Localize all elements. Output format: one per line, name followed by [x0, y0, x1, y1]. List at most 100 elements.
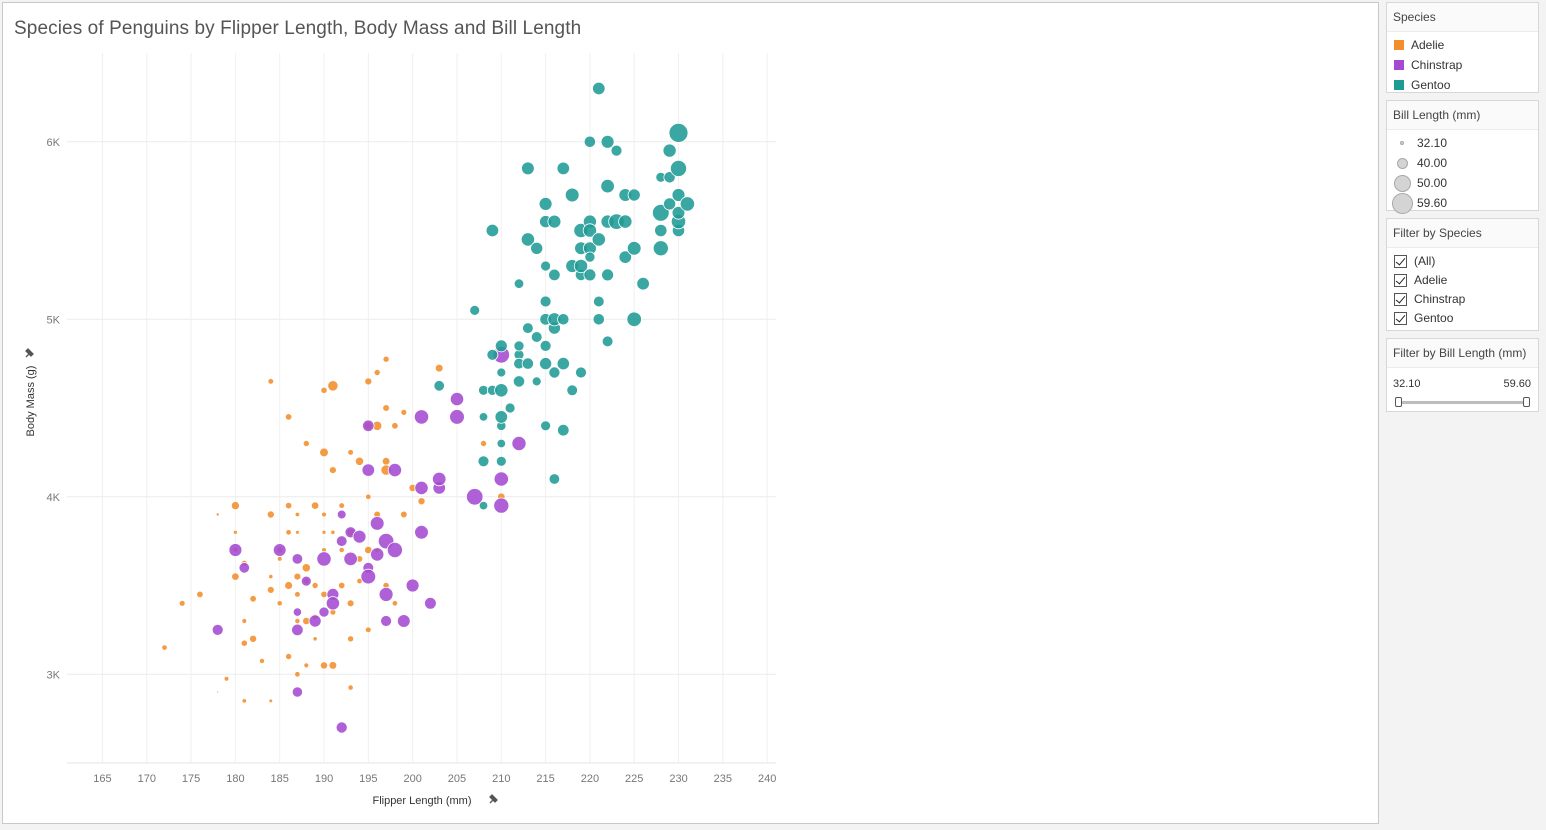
data-point[interactable]: [670, 159, 688, 177]
data-point[interactable]: [531, 376, 542, 387]
data-point[interactable]: [493, 471, 509, 487]
data-point[interactable]: [267, 378, 275, 385]
data-point[interactable]: [592, 295, 605, 308]
data-point[interactable]: [382, 404, 390, 412]
data-point[interactable]: [547, 214, 562, 229]
data-point[interactable]: [268, 698, 274, 704]
data-point[interactable]: [391, 422, 399, 430]
data-point[interactable]: [414, 480, 429, 495]
data-point[interactable]: [320, 590, 328, 599]
data-point[interactable]: [479, 439, 487, 447]
data-point[interactable]: [591, 232, 606, 247]
filter-option-chinstrap[interactable]: Chinstrap: [1387, 290, 1538, 309]
data-point[interactable]: [215, 512, 220, 517]
data-point[interactable]: [361, 463, 376, 477]
data-point[interactable]: [399, 510, 408, 519]
data-point[interactable]: [294, 671, 301, 678]
data-point[interactable]: [369, 516, 385, 531]
data-point[interactable]: [378, 587, 394, 602]
slider-min-handle[interactable]: [1395, 397, 1402, 407]
data-point[interactable]: [338, 581, 346, 590]
data-point[interactable]: [556, 161, 571, 176]
data-point[interactable]: [320, 386, 328, 394]
data-point[interactable]: [338, 546, 345, 554]
data-point[interactable]: [285, 529, 292, 536]
data-point[interactable]: [352, 529, 367, 544]
data-point[interactable]: [223, 675, 230, 682]
data-point[interactable]: [582, 223, 598, 238]
data-point[interactable]: [511, 435, 527, 451]
data-point[interactable]: [521, 357, 535, 370]
data-point[interactable]: [434, 363, 444, 373]
data-point[interactable]: [671, 188, 686, 202]
data-point[interactable]: [312, 636, 318, 642]
data-point[interactable]: [211, 624, 224, 636]
data-point[interactable]: [364, 626, 372, 634]
data-point[interactable]: [347, 449, 354, 456]
data-point[interactable]: [291, 686, 303, 698]
data-point[interactable]: [238, 562, 251, 574]
data-point[interactable]: [161, 644, 168, 651]
data-point[interactable]: [338, 502, 346, 509]
data-point[interactable]: [449, 409, 465, 425]
data-point[interactable]: [663, 197, 677, 211]
data-point[interactable]: [336, 509, 347, 520]
data-point[interactable]: [530, 331, 543, 343]
data-point[interactable]: [601, 335, 614, 348]
data-point[interactable]: [413, 409, 430, 425]
data-point[interactable]: [592, 313, 605, 326]
data-point[interactable]: [294, 591, 301, 598]
data-point[interactable]: [405, 578, 420, 593]
data-point[interactable]: [432, 471, 447, 487]
data-point[interactable]: [268, 573, 274, 580]
data-point[interactable]: [494, 339, 508, 353]
data-point[interactable]: [294, 529, 300, 535]
data-point[interactable]: [504, 402, 516, 414]
data-point[interactable]: [512, 375, 526, 388]
data-point[interactable]: [346, 599, 355, 608]
data-point[interactable]: [316, 551, 332, 567]
data-point[interactable]: [362, 419, 375, 433]
data-point[interactable]: [284, 413, 293, 421]
data-point[interactable]: [417, 497, 426, 506]
data-point[interactable]: [654, 223, 668, 238]
data-point[interactable]: [575, 366, 587, 379]
data-point[interactable]: [600, 178, 615, 194]
data-point[interactable]: [241, 618, 248, 624]
data-point[interactable]: [486, 348, 499, 361]
data-point[interactable]: [601, 268, 614, 282]
data-point[interactable]: [478, 412, 489, 422]
data-point[interactable]: [495, 455, 507, 467]
data-point[interactable]: [391, 600, 399, 607]
data-point[interactable]: [178, 599, 186, 607]
data-point[interactable]: [258, 657, 265, 664]
data-point[interactable]: [291, 553, 304, 565]
data-point[interactable]: [539, 339, 552, 352]
data-point[interactable]: [663, 171, 676, 184]
data-point[interactable]: [360, 568, 377, 585]
data-point[interactable]: [335, 721, 348, 734]
data-point[interactable]: [266, 586, 275, 594]
data-point[interactable]: [573, 258, 589, 274]
data-point[interactable]: [380, 615, 393, 627]
data-point[interactable]: [626, 241, 642, 256]
data-point[interactable]: [216, 690, 220, 694]
data-point[interactable]: [600, 134, 615, 149]
slider-track[interactable]: [1397, 401, 1528, 404]
data-point[interactable]: [272, 543, 287, 557]
data-point[interactable]: [294, 511, 301, 518]
data-point[interactable]: [327, 380, 339, 392]
filter-option-adelie[interactable]: Adelie: [1387, 271, 1538, 290]
data-point[interactable]: [284, 581, 294, 590]
data-point[interactable]: [618, 214, 633, 229]
data-point[interactable]: [328, 661, 338, 670]
data-point[interactable]: [347, 684, 354, 691]
data-point[interactable]: [540, 260, 551, 272]
data-point[interactable]: [381, 456, 391, 466]
data-point[interactable]: [414, 524, 429, 540]
data-point[interactable]: [539, 357, 553, 371]
bill-length-range-slider[interactable]: [1395, 396, 1530, 410]
data-point[interactable]: [240, 639, 248, 647]
data-point[interactable]: [228, 543, 243, 557]
data-point[interactable]: [513, 278, 525, 289]
